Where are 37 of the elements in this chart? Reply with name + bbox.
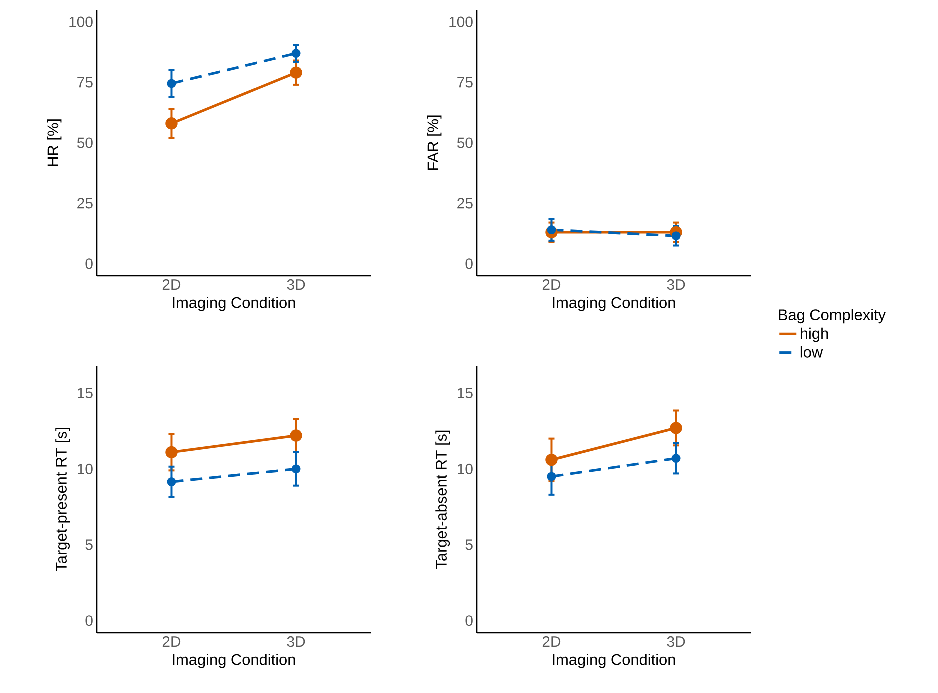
x-axis-title: Imaging Condition xyxy=(553,654,676,668)
y-tick-label: 0 xyxy=(86,616,93,626)
legend-title: Bag Complexity xyxy=(779,309,886,324)
y-tick-label: 75 xyxy=(458,77,473,88)
legend-label: high xyxy=(800,328,828,342)
y-tick-label: 100 xyxy=(450,16,473,28)
x-axis-title: Imaging Condition xyxy=(553,296,676,312)
y-tick-label: 5 xyxy=(86,540,93,550)
y-axis-title: Target-present RT [s] xyxy=(56,428,70,572)
legend-label: low xyxy=(800,346,824,358)
y-axis-title: Target-absent RT [s] xyxy=(436,430,450,569)
y-tick-label: 0 xyxy=(466,258,473,270)
x-tick-label: 3D xyxy=(667,636,686,648)
x-tick-label: 3D xyxy=(667,280,686,290)
x-tick-label: 2D xyxy=(162,636,181,647)
y-tick-label: 25 xyxy=(458,198,473,209)
y-tick-label: 5 xyxy=(466,540,473,550)
x-axis-title: Imaging Condition xyxy=(173,654,296,668)
y-tick-label: 0 xyxy=(466,616,473,626)
y-tick-label: 100 xyxy=(70,16,93,28)
x-tick-label: 2D xyxy=(542,636,561,647)
x-tick-label: 2D xyxy=(162,280,181,290)
y-tick-label: 25 xyxy=(78,198,93,209)
x-axis-title: Imaging Condition xyxy=(173,296,296,312)
y-tick-label: 50 xyxy=(77,138,93,148)
y-tick-label: 50 xyxy=(457,138,473,148)
y-tick-label: 15 xyxy=(78,388,93,399)
y-tick-label: 10 xyxy=(78,464,93,474)
y-axis-title: HR [%] xyxy=(47,120,62,166)
y-tick-label: 75 xyxy=(78,77,93,88)
x-tick-label: 3D xyxy=(287,636,306,648)
y-tick-label: 10 xyxy=(458,464,473,474)
y-axis-title: FAR [%] xyxy=(427,116,442,170)
y-tick-label: 0 xyxy=(86,258,93,270)
x-tick-label: 3D xyxy=(287,280,306,290)
x-tick-label: 2D xyxy=(542,280,561,290)
y-tick-label: 15 xyxy=(458,388,473,399)
